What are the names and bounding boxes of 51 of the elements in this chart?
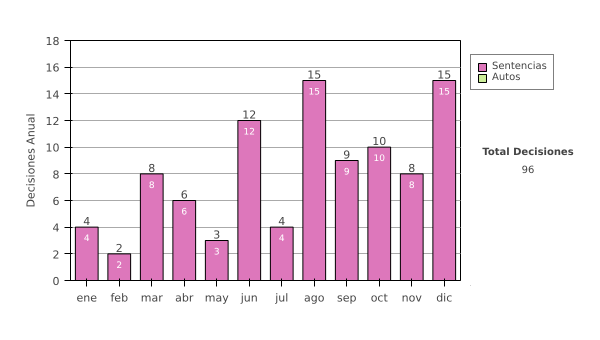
data-label: 3 (214, 248, 220, 258)
x-tick-label: ago (304, 292, 325, 304)
data-label: 4 (278, 234, 285, 244)
x-tick-label: ene (76, 292, 98, 304)
total-label: 4 (278, 215, 286, 228)
data-label: 12 (244, 128, 255, 138)
data-label: 15 (308, 88, 320, 98)
y-tick-label: 14 (46, 88, 60, 102)
data-label: 2 (116, 260, 122, 271)
y-tick-label: 4 (52, 222, 60, 235)
total-label: 10 (372, 135, 386, 148)
data-label: 8 (408, 180, 415, 191)
data-label: 9 (344, 168, 350, 178)
y-tick-label: 8 (52, 168, 60, 182)
total-label: 3 (213, 228, 220, 242)
x-tick-label: oct (370, 292, 388, 304)
data-label: 4 (84, 234, 90, 244)
text: 96 (522, 164, 534, 176)
y-tick-label: 10 (46, 142, 60, 155)
x-tick-label: feb (110, 292, 128, 304)
total-label: 8 (408, 162, 416, 175)
total-label: 6 (180, 188, 188, 202)
total-label: 2 (116, 242, 123, 255)
x-tick-label: sep (337, 292, 357, 304)
legend-label: Sentencias (492, 61, 547, 72)
data-label: 6 (181, 208, 188, 218)
x-tick-label: nov (402, 292, 422, 304)
total-label: 4 (83, 215, 90, 228)
total-label: 15 (307, 68, 322, 82)
y-tick-label: 18 (46, 35, 60, 48)
y-axis-title: Decisiones Anual (24, 113, 38, 208)
text: Total Decisiones (482, 147, 574, 158)
y-tick-label: 0 (52, 275, 60, 288)
x-tick-label: jun (240, 292, 258, 304)
total-label: 15 (437, 68, 452, 82)
total-label: 9 (343, 148, 350, 162)
y-tick-label: 16 (46, 62, 60, 75)
data-label: 8 (148, 180, 155, 191)
y-tick-label: 12 (46, 115, 60, 128)
y-tick-label: 6 (52, 195, 60, 208)
total-label: 12 (242, 108, 256, 122)
data-label: 10 (374, 154, 386, 164)
x-tick-label: abr (175, 292, 194, 304)
x-tick-label: mar (140, 292, 164, 304)
x-tick-label: dic (436, 292, 452, 304)
x-tick-label: jul (274, 292, 288, 304)
y-tick-label: 2 (52, 248, 60, 262)
total-label: 8 (148, 162, 156, 175)
legend-label: Autos (492, 72, 520, 83)
data-label: 15 (438, 88, 450, 98)
x-tick-label: may (204, 292, 230, 304)
